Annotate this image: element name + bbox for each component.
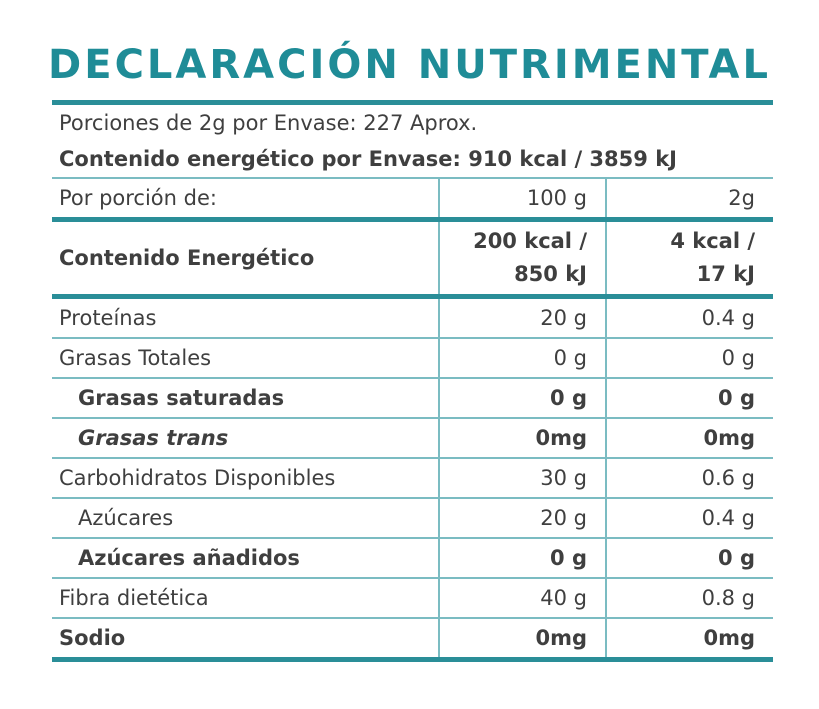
cell: 0 g — [438, 337, 606, 378]
row: Azúcares 20 g 0.4 g — [52, 497, 773, 538]
title: DECLARACIÓN NUTRIMENTAL — [48, 42, 771, 88]
cell: 0mg — [438, 617, 606, 657]
cell: 4 kcal / 17 kJ — [605, 217, 773, 297]
cell: 0 g — [605, 337, 773, 378]
nutrition-table: Porciones de 2g por Envase: 227 Aprox. C… — [52, 100, 773, 662]
cell: Grasas saturadas — [52, 377, 439, 418]
cell: 0.6 g — [605, 457, 773, 498]
cell: Grasas trans — [52, 417, 439, 458]
row: Proteínas 20 g 0.4 g — [52, 294, 773, 338]
text: 850 kJ — [514, 262, 587, 286]
row: Contenido Energético 200 kcal / 850 kJ 4 … — [52, 217, 773, 297]
cell: Por porción de: — [52, 177, 439, 220]
row: Por porción de: 100 g 2g — [52, 177, 773, 220]
row: Grasas trans 0mg 0mg — [52, 417, 773, 458]
cell: Grasas Totales — [52, 337, 439, 378]
cell: Azúcares añadidos — [52, 537, 439, 578]
portions: Porciones de 2g por Envase: 227 Aprox. — [59, 111, 478, 135]
cell: Contenido Energético — [52, 217, 439, 297]
cell: 0 g — [438, 377, 606, 418]
cell: 0 g — [605, 537, 773, 578]
row: Fibra dietética 40 g 0.8 g — [52, 577, 773, 618]
cell: Sodio — [52, 617, 439, 657]
cell: 20 g — [438, 294, 606, 338]
cell: Fibra dietética — [52, 577, 439, 618]
text: 17 kJ — [696, 262, 755, 286]
text: 4 kcal / — [670, 229, 755, 253]
cell: 30 g — [438, 457, 606, 498]
cell: 0.4 g — [605, 294, 773, 338]
cell: 0 g — [605, 377, 773, 418]
cell: 0 g — [438, 537, 606, 578]
row: Carbohidratos Disponibles 30 g 0.6 g — [52, 457, 773, 498]
cell: 0mg — [438, 417, 606, 458]
cell: Proteínas — [52, 294, 439, 338]
cell: 20 g — [438, 497, 606, 538]
cell: 200 kcal / 850 kJ — [438, 217, 606, 297]
cell: 2g — [605, 177, 773, 220]
table: Por porción de: 100 g 2g Contenido Energ… — [52, 177, 773, 657]
energy-per-package: Contenido energético por Envase: 910 kca… — [59, 147, 677, 171]
cell: 0mg — [605, 617, 773, 657]
cell: 40 g — [438, 577, 606, 618]
cell: Carbohidratos Disponibles — [52, 457, 439, 498]
cell: 100 g — [438, 177, 606, 220]
cell: 0.4 g — [605, 497, 773, 538]
text: 200 kcal / — [473, 229, 587, 253]
row: Sodio 0mg 0mg — [52, 617, 773, 657]
cell: 0mg — [605, 417, 773, 458]
cell: 0.8 g — [605, 577, 773, 618]
cell: Azúcares — [52, 497, 439, 538]
